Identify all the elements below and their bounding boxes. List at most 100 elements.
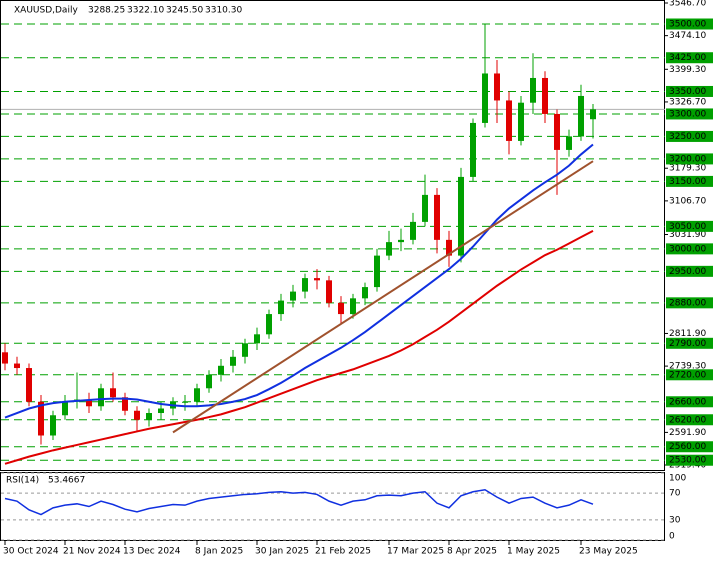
level-label: 2950.00 [669, 267, 706, 277]
level-label: 2720.00 [669, 370, 706, 380]
level-box [666, 297, 713, 309]
level-label: 3425.00 [669, 53, 706, 63]
x-tick-label: 21 Feb 2025 [315, 547, 371, 557]
level-box [666, 85, 713, 97]
candle-body [302, 278, 308, 292]
y-tick-label: 3179.30 [669, 164, 706, 174]
candle-body [350, 298, 356, 315]
level-label: 2790.00 [669, 339, 706, 349]
candle-body [518, 102, 524, 141]
level-label: 3250.00 [669, 132, 706, 142]
y-tick-label: 3326.70 [669, 97, 706, 107]
candle-body [98, 388, 104, 407]
level-box [666, 265, 713, 277]
candle-body [326, 280, 332, 303]
rsi-tick-label: 100 [669, 474, 686, 484]
candle-body [530, 77, 536, 103]
rsi-title: RSI(14) [6, 476, 39, 486]
level-box [666, 414, 713, 426]
level-box [666, 153, 713, 165]
candle-body [266, 314, 272, 335]
rsi-tick-label: 70 [669, 489, 681, 499]
candle-body [146, 413, 152, 420]
level-label: 3000.00 [669, 244, 706, 254]
candle-body [254, 334, 260, 344]
y-tick-label: 3474.10 [669, 31, 706, 41]
level-label: 2620.00 [669, 415, 706, 425]
y-tick-label: 2811.90 [669, 329, 706, 339]
candle-body [122, 397, 128, 411]
y-tick-label: 3106.70 [669, 196, 706, 206]
candle-body [458, 176, 464, 256]
candle-body [50, 415, 56, 436]
candle-body [398, 239, 404, 243]
level-box [666, 441, 713, 453]
x-tick-label: 1 May 2025 [507, 547, 560, 557]
level-box [666, 220, 713, 232]
x-tick-label: 8 Apr 2025 [447, 547, 497, 557]
candle-body [410, 221, 416, 240]
candle-body [338, 302, 344, 315]
candle-body [14, 363, 20, 369]
header-close: 3310.30 [205, 6, 242, 16]
candle-body [290, 291, 296, 301]
candle-body [230, 356, 236, 366]
candle-body [506, 100, 512, 141]
rsi-line [4, 488, 594, 516]
candle-body [218, 365, 224, 375]
candle-body [554, 113, 560, 150]
level-label: 2880.00 [669, 298, 706, 308]
moving-average [4, 143, 594, 419]
x-tick-label: 30 Jan 2025 [255, 547, 309, 557]
candle-body [578, 95, 584, 137]
candle-body [314, 278, 320, 281]
y-tick-label: 3546.70 [669, 0, 706, 9]
candle-body [158, 408, 164, 414]
level-label: 3500.00 [669, 20, 706, 30]
level-label: 3200.00 [669, 154, 706, 164]
level-box [666, 175, 713, 187]
candle-body [278, 300, 284, 315]
x-tick-label: 17 Mar 2025 [387, 547, 444, 557]
candle-body [590, 109, 596, 120]
level-label: 2560.00 [669, 442, 706, 452]
candle-body [386, 242, 392, 256]
header-high: 3322.10 [127, 6, 164, 16]
level-box [666, 130, 713, 142]
rsi-tick-label: 30 [669, 515, 681, 525]
candle-body [242, 343, 248, 357]
x-tick-label: 8 Jan 2025 [195, 547, 243, 557]
candle-body [194, 388, 200, 402]
candle-body [362, 287, 368, 299]
level-box [666, 52, 713, 64]
y-tick-label: 2739.30 [669, 362, 706, 372]
y-tick-label: 3399.30 [669, 65, 706, 75]
trendline [172, 160, 594, 434]
level-box [666, 454, 713, 466]
candle-body [566, 136, 572, 150]
x-tick-label: 21 Nov 2024 [63, 547, 121, 557]
candle-body [434, 194, 440, 240]
level-box [666, 337, 713, 349]
header-low: 3245.50 [166, 6, 203, 16]
level-box [666, 18, 713, 30]
level-box [666, 243, 713, 255]
candle-body [134, 410, 140, 420]
candle-body [86, 399, 92, 407]
x-tick-label: 30 Oct 2024 [3, 547, 59, 557]
x-tick-label: 23 May 2025 [579, 547, 638, 557]
level-label: 3150.00 [669, 177, 706, 187]
candle-body [110, 388, 116, 398]
candle-body [422, 194, 428, 222]
candle-body [38, 401, 44, 436]
y-tick-label: 2591.90 [669, 428, 706, 438]
level-box [666, 369, 713, 381]
candle-body [482, 73, 488, 123]
symbol-title: XAUUSD,Daily [14, 6, 78, 16]
y-tick-label: 3031.90 [669, 230, 706, 240]
candle-body [374, 255, 380, 288]
moving-average [4, 229, 594, 465]
candle-body [494, 73, 500, 101]
level-label: 3300.00 [669, 109, 706, 119]
